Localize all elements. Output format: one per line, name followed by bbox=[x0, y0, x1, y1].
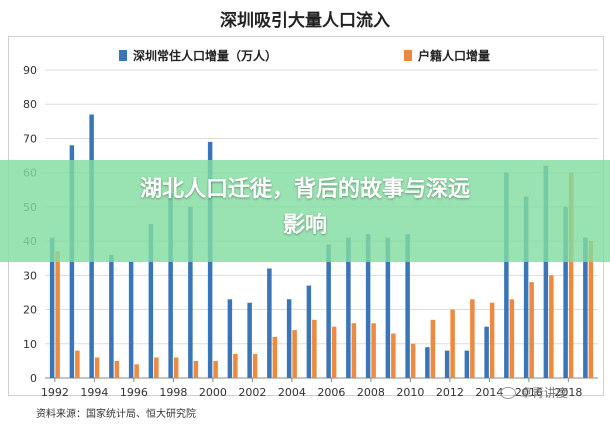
headline-text: 湖北人口迁徙，背后的故事与深远 影响 bbox=[40, 172, 570, 244]
bar-resident-increase bbox=[583, 237, 588, 378]
bar-hukou-increase bbox=[410, 343, 416, 378]
x-tick-label: 2014 bbox=[475, 386, 503, 397]
x-tick-label: 2008 bbox=[357, 386, 385, 397]
x-tick-label: 2006 bbox=[317, 386, 345, 397]
headline-banner: 湖北人口迁徙，背后的故事与深远 影响 bbox=[0, 160, 610, 262]
legend-label: 深圳常住人口增量（万人） bbox=[133, 48, 277, 63]
bar-hukou-increase bbox=[351, 323, 357, 378]
y-tick-label: 10 bbox=[23, 338, 37, 351]
bar-hukou-increase bbox=[154, 357, 159, 378]
bar-hukou-increase bbox=[312, 319, 317, 378]
bar-resident-increase bbox=[563, 206, 568, 378]
bar-resident-increase bbox=[148, 224, 154, 378]
bar-hukou-increase bbox=[233, 354, 238, 378]
bar-resident-increase bbox=[128, 261, 134, 378]
y-tick-label: 30 bbox=[23, 269, 37, 282]
bar-resident-increase bbox=[385, 237, 391, 378]
bar-hukou-increase bbox=[450, 309, 455, 378]
bar-hukou-increase bbox=[134, 364, 139, 378]
bar-hukou-increase bbox=[470, 299, 475, 378]
bar-resident-increase bbox=[405, 234, 410, 378]
source-note: 资料来源：国家统计局、恒大研究院 bbox=[36, 409, 196, 420]
bar-hukou-increase bbox=[213, 360, 218, 378]
y-tick-label: 20 bbox=[23, 304, 37, 317]
bar-resident-increase bbox=[306, 285, 312, 378]
bar-hukou-increase bbox=[292, 330, 297, 378]
y-tick-label: 0 bbox=[30, 372, 37, 385]
bar-hukou-increase bbox=[75, 350, 80, 378]
bar-resident-increase bbox=[49, 237, 55, 378]
bar-resident-increase bbox=[484, 326, 489, 378]
x-tick-label: 1994 bbox=[80, 386, 108, 397]
x-tick-label: 2010 bbox=[396, 386, 424, 397]
bar-resident-increase bbox=[227, 299, 233, 378]
bar-hukou-increase bbox=[509, 299, 515, 378]
bar-resident-increase bbox=[247, 302, 252, 378]
bar-hukou-increase bbox=[588, 241, 594, 378]
x-tick-label: 1992 bbox=[41, 386, 69, 397]
bar-resident-increase bbox=[109, 254, 114, 378]
legend-swatch bbox=[119, 50, 127, 61]
x-tick-label: 2018 bbox=[554, 386, 582, 397]
bar-hukou-increase bbox=[371, 323, 376, 378]
legend-swatch bbox=[404, 50, 412, 61]
bar-hukou-increase bbox=[114, 360, 120, 378]
y-tick-label: 90 bbox=[23, 64, 37, 77]
x-tick-label: 2000 bbox=[199, 386, 227, 397]
x-tick-label: 1996 bbox=[120, 386, 148, 397]
bar-hukou-increase bbox=[94, 357, 100, 378]
headline-line-1: 湖北人口迁徙，背后的故事与深远 bbox=[139, 177, 470, 202]
x-tick-label: 1998 bbox=[159, 386, 187, 397]
y-tick-label: 80 bbox=[23, 98, 37, 111]
x-tick-label: 2004 bbox=[278, 386, 306, 397]
headline-line-2: 影响 bbox=[282, 213, 327, 238]
bar-resident-increase bbox=[504, 172, 509, 378]
bar-resident-increase bbox=[326, 244, 331, 378]
x-tick-label: 2012 bbox=[436, 386, 464, 397]
x-tick-label: 2016 bbox=[515, 386, 543, 397]
watermark: 卓青讲度 bbox=[500, 384, 568, 401]
bar-resident-increase bbox=[346, 237, 351, 378]
bar-resident-increase bbox=[286, 299, 292, 378]
bar-hukou-increase bbox=[252, 354, 258, 378]
bar-resident-increase bbox=[365, 234, 371, 378]
bar-hukou-increase bbox=[529, 282, 534, 378]
bar-resident-increase bbox=[523, 196, 529, 378]
x-tick-label: 2002 bbox=[238, 386, 266, 397]
bar-hukou-increase bbox=[489, 302, 495, 378]
bar-hukou-increase bbox=[272, 336, 278, 378]
bar-resident-increase bbox=[444, 350, 450, 378]
bar-hukou-increase bbox=[173, 357, 179, 378]
bar-resident-increase bbox=[464, 350, 470, 378]
bar-hukou-increase bbox=[55, 251, 60, 378]
bar-resident-increase bbox=[543, 165, 549, 378]
wechat-icon bbox=[500, 386, 516, 399]
bar-resident-increase bbox=[168, 193, 173, 378]
bar-hukou-increase bbox=[331, 326, 337, 378]
bar-hukou-increase bbox=[549, 275, 554, 378]
bar-resident-increase bbox=[267, 268, 272, 378]
legend-label: 户籍人口增量 bbox=[418, 48, 490, 63]
y-tick-label: 70 bbox=[23, 132, 37, 145]
bar-hukou-increase bbox=[568, 172, 574, 378]
bar-hukou-increase bbox=[391, 333, 396, 378]
bar-resident-increase bbox=[425, 347, 430, 378]
chart-title: 深圳吸引大量人口流入 bbox=[220, 11, 390, 31]
bar-hukou-increase bbox=[193, 360, 199, 378]
watermark-text: 卓青讲度 bbox=[520, 386, 569, 400]
bar-hukou-increase bbox=[430, 319, 436, 378]
bar-resident-increase bbox=[188, 206, 193, 378]
